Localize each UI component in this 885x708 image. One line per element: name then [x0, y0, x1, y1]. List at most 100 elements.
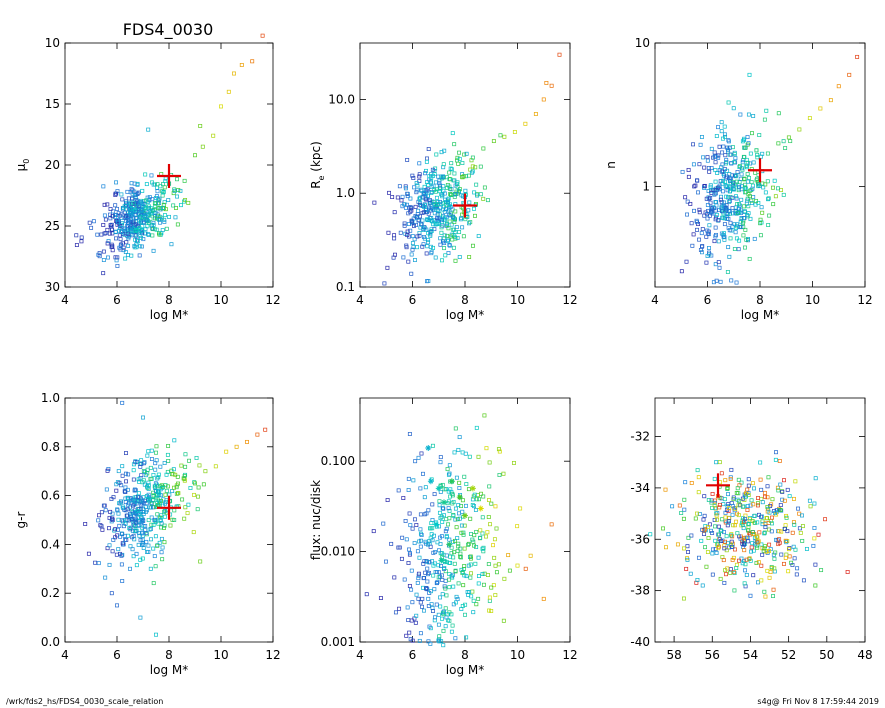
data-point: [714, 550, 719, 555]
data-point: [157, 232, 162, 237]
data-point: [479, 491, 483, 496]
data-point: [406, 476, 411, 481]
data-point: [141, 509, 146, 514]
data-point: [470, 503, 475, 507]
data-point: [468, 575, 473, 580]
data-point: [705, 203, 710, 207]
data-point: [406, 488, 411, 492]
data-point: [755, 155, 760, 160]
data-point: [146, 219, 151, 224]
data-point: [419, 533, 424, 537]
data-point: [741, 154, 746, 159]
data-point: [445, 185, 450, 190]
data-point: [717, 505, 722, 510]
data-point: [737, 498, 742, 503]
data-point: [166, 459, 171, 463]
data-point: [106, 239, 111, 244]
data-point: [746, 483, 751, 488]
data-point: [726, 139, 731, 144]
data-point: [769, 529, 774, 534]
data-point: [129, 253, 134, 258]
data-point: [721, 558, 726, 563]
data-point: [408, 209, 413, 214]
data-point: [400, 194, 405, 199]
data-point: [440, 616, 444, 621]
data-point: [459, 504, 463, 509]
x-axis-label: log M*: [150, 663, 188, 677]
data-point: [444, 553, 449, 558]
y-axis-label: flux: nuc/disk: [309, 480, 323, 560]
data-point: [151, 248, 156, 253]
data-point: [705, 550, 710, 555]
data-point: [782, 526, 787, 531]
star-point: [469, 485, 476, 492]
data-point: [136, 523, 141, 528]
data-point: [436, 575, 441, 580]
data-point: [480, 531, 485, 536]
data-point: [132, 488, 137, 493]
data-point: [460, 450, 465, 455]
data-point: [711, 280, 716, 285]
data-point: [108, 207, 113, 211]
data-point: [382, 281, 387, 286]
data-point: [455, 184, 460, 189]
data-point: [707, 213, 712, 218]
panel-mag: 58 56 54 52 50 48-40-38-36-34-32: [630, 397, 873, 662]
data-point: [450, 131, 455, 136]
data-point: [778, 503, 783, 508]
data-point: [161, 485, 165, 489]
data-point: [742, 177, 747, 182]
data-point: [460, 570, 465, 575]
data-point: [139, 461, 144, 466]
data-point: [512, 130, 517, 134]
data-point: [768, 570, 773, 575]
data-point: [166, 198, 171, 202]
data-point: [482, 185, 487, 190]
data-point: [795, 566, 800, 571]
data-point: [411, 478, 416, 483]
data-point: [716, 239, 721, 244]
data-point: [745, 160, 750, 165]
data-point: [412, 517, 417, 522]
data-point: [670, 504, 675, 509]
data-point: [151, 581, 156, 586]
data-point: [402, 221, 407, 226]
data-point: [425, 579, 430, 584]
data-point: [145, 218, 150, 222]
data-point: [173, 215, 178, 220]
data-point: [800, 538, 805, 543]
data-point: [485, 530, 490, 535]
data-point: [179, 463, 184, 468]
data-point: [704, 196, 709, 201]
data-point: [478, 535, 483, 540]
data-point: [439, 174, 444, 179]
data-point: [123, 250, 128, 254]
data-point: [139, 200, 144, 205]
data-point: [765, 505, 770, 509]
data-point: [807, 116, 812, 121]
data-point: [705, 228, 710, 233]
data-point: [110, 214, 115, 219]
data-point: [104, 487, 109, 492]
data-point: [461, 583, 466, 588]
data-point: [442, 191, 447, 196]
data-point: [421, 471, 425, 476]
data-point: [153, 564, 158, 569]
data-point: [139, 458, 144, 463]
data-point: [151, 523, 156, 528]
data-point: [180, 497, 185, 502]
data-point: [746, 192, 751, 197]
data-point: [440, 506, 445, 511]
data-point: [734, 490, 739, 495]
data-point: [406, 618, 411, 623]
data-point: [426, 596, 431, 601]
data-point: [442, 584, 447, 589]
data-point: [428, 589, 433, 594]
data-point: [682, 596, 686, 601]
data-point: [166, 443, 171, 448]
data-point: [171, 191, 176, 196]
data-point: [124, 513, 129, 518]
data-point: [828, 98, 833, 103]
